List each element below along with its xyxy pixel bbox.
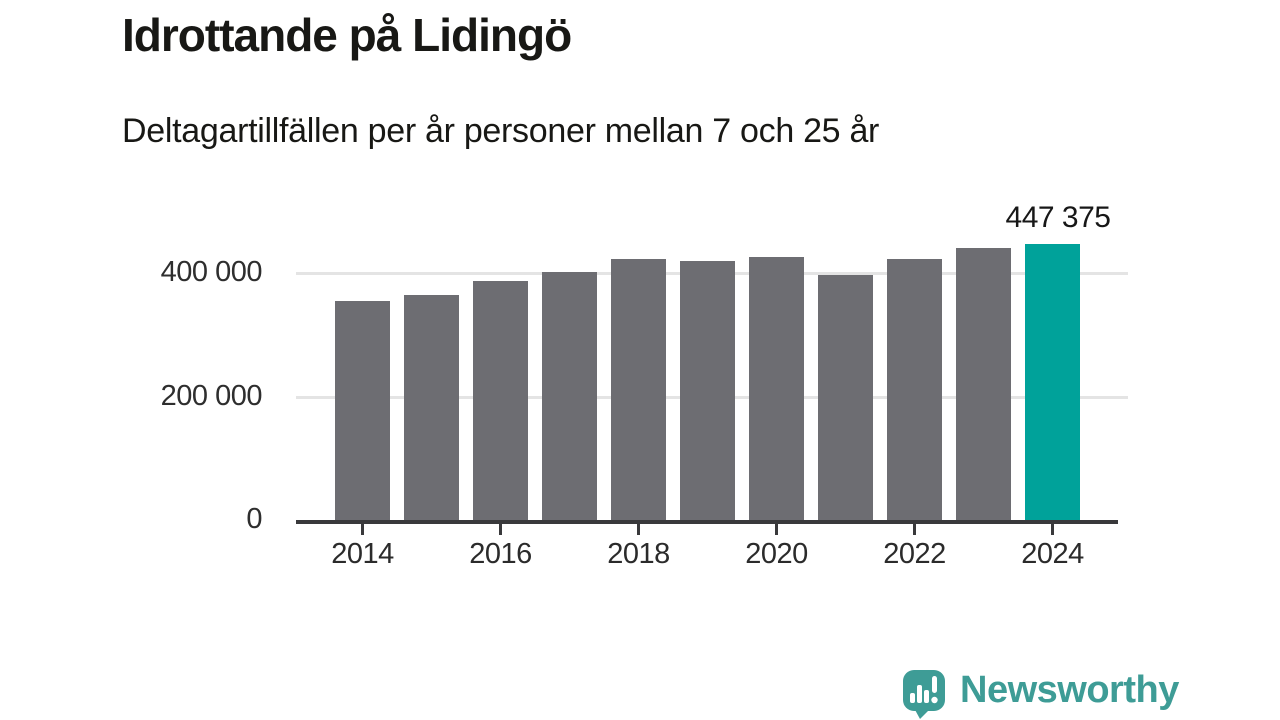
bar-2016 [473,281,528,520]
x-axis-label-2022: 2022 [883,538,946,570]
x-axis-label-2018: 2018 [607,538,670,570]
speech-bubble-bar-chart-icon [903,670,945,719]
bar-2022 [887,259,942,520]
bar-2023 [956,248,1011,520]
y-axis-label-200000: 200 000 [160,379,263,412]
bar-2024 [1025,244,1080,520]
x-axis-label-2016: 2016 [469,538,532,570]
x-axis-tick-2018 [637,524,640,535]
bar-2020 [749,257,804,520]
x-axis-label-2024: 2024 [1021,538,1084,570]
newsworthy-wordmark: Newsworthy [960,669,1179,711]
x-axis-line [296,520,1118,524]
x-axis-tick-2014 [361,524,364,535]
bar-2021 [818,275,873,520]
bar-2019 [680,261,735,520]
bar-2015 [404,295,459,520]
bar-2014 [335,301,390,520]
x-axis-tick-2024 [1051,524,1054,535]
y-axis-label-400000: 400 000 [160,256,263,288]
plot-area: 2014 2016 2018 2020 2022 2024 0 200 000 400 000… [161,190,1128,570]
newsworthy-logo: Newsworthy [902,669,1179,719]
y-axis-label-0: 0 [246,503,262,535]
chart-title: Idrottande på Lidingö [122,9,572,61]
x-axis-tick-2020 [775,524,778,535]
x-axis-label-2020: 2020 [745,538,808,570]
chart-subtitle: Deltagartillfällen per år personer mella… [122,112,880,150]
bar-2018 [611,259,666,520]
x-axis-tick-2016 [499,524,502,535]
x-axis-tick-2022 [913,524,916,535]
highlight-value-label: 447 375 [1005,201,1111,234]
bar-2017 [542,272,597,520]
x-axis-label-2014: 2014 [331,538,394,570]
